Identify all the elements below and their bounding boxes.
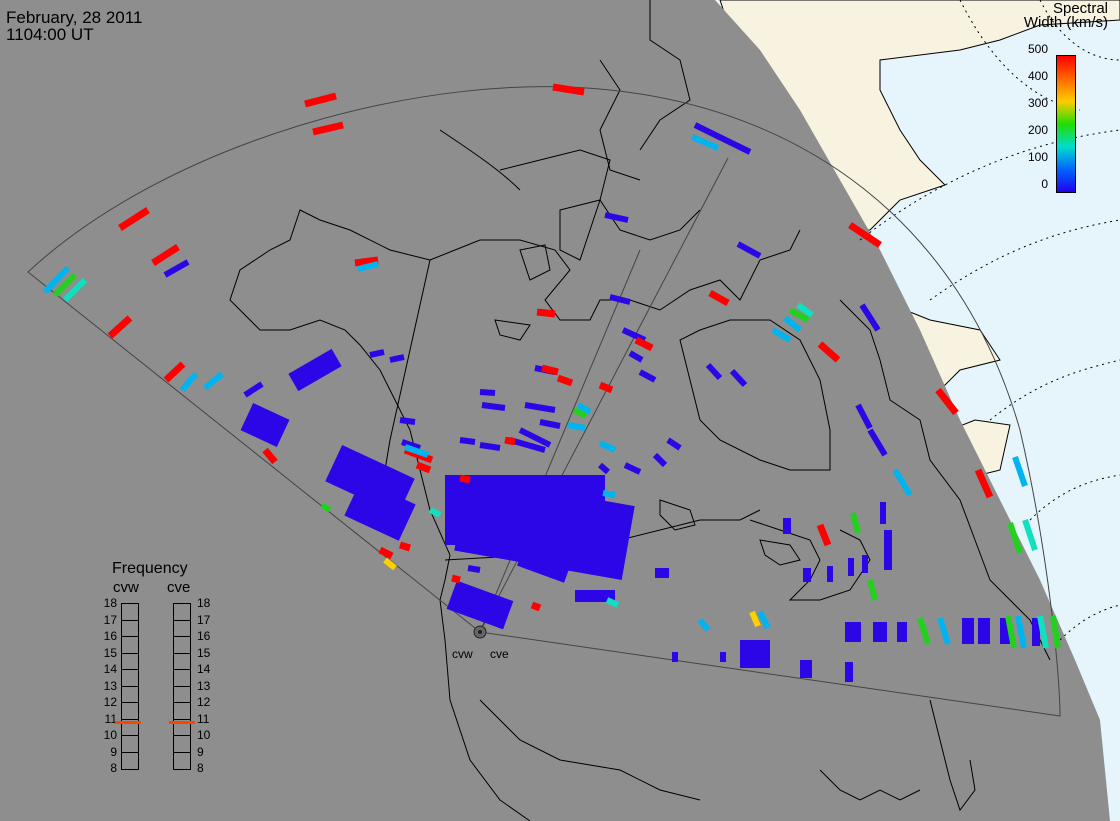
- frequency-ladder-rung: [173, 735, 190, 736]
- frequency-level-label: 17: [197, 612, 211, 627]
- frequency-ladder-rung: [173, 702, 190, 703]
- radar-label-west: cvw: [452, 647, 473, 661]
- scatter-segments-red: [107, 83, 994, 612]
- frequency-level-label: 15: [197, 645, 211, 660]
- frequency-level-label: 17: [103, 612, 117, 627]
- frequency-level-label: 14: [197, 662, 211, 676]
- frequency-ladder: [121, 603, 139, 770]
- colorbar-tick-label: 400: [1027, 69, 1048, 83]
- frequency-label-east: cve: [167, 579, 191, 596]
- colorbar-tick-label: 500: [1027, 42, 1048, 56]
- frequency-marker: [169, 720, 195, 724]
- frequency-ladder-rung: [121, 735, 138, 736]
- colorbar-title-line2: Width (km/s): [1023, 14, 1108, 31]
- frequency-level-label: 14: [103, 662, 117, 676]
- frequency-ladder-rung: [121, 718, 138, 720]
- scatter-cells-blue: [240, 348, 1040, 682]
- frequency-level-label: 13: [103, 678, 117, 693]
- frequency-ladder-rung: [173, 652, 190, 654]
- colorbar-tick-label: 100: [1027, 150, 1048, 164]
- colorbar-gradient: [1056, 55, 1076, 193]
- colorbar-title-line1: Spectral: [1052, 0, 1108, 17]
- frequency-level-label: 11: [104, 711, 117, 726]
- time-label: 1104:00 UT: [6, 25, 94, 44]
- colorbar: Spectral Width (km/s) 500 400 300 200 100 0: [1010, 0, 1120, 200]
- frequency-level-label: 13: [197, 678, 211, 693]
- frequency-level-label: 11: [197, 711, 210, 726]
- frequency-ladder-rung: [173, 718, 190, 720]
- frequency-level-label: 16: [103, 629, 117, 643]
- frequency-ladder-rung: [121, 619, 138, 621]
- date-label: February, 28 2011: [6, 8, 143, 27]
- frequency-ladder-rung: [121, 669, 138, 670]
- frequency-label-west: cvw: [113, 579, 139, 596]
- colorbar-tick-label: 0: [1041, 177, 1048, 191]
- frequency-level-label: 8: [197, 761, 204, 775]
- frequency-title: Frequency: [112, 560, 188, 577]
- frequency-level-label: 16: [197, 629, 211, 643]
- scatter-segments-cyan: [42, 134, 1028, 649]
- frequency-level-label: 15: [103, 645, 117, 660]
- frequency-level-label: 18: [103, 596, 117, 610]
- scatter-segments-blue: [163, 122, 888, 573]
- frequency-ladder-rung: [173, 619, 190, 621]
- frequency-ladder-rung: [173, 669, 190, 670]
- frequency-ladder-rung: [173, 685, 190, 687]
- frequency-ladder-rung: [121, 652, 138, 654]
- frequency-level-label: 8: [110, 761, 117, 775]
- frequency-panel: Frequency cvw cve 18 17 16 15 14 13 12 11 10 9 8 18…: [85, 560, 225, 785]
- frequency-ladder: [173, 603, 191, 770]
- frequency-level-label: 9: [197, 744, 204, 759]
- scatter-segments-teal: [62, 277, 1049, 649]
- frequency-ladder-rung: [173, 636, 190, 637]
- frequency-ladder-rung: [121, 636, 138, 637]
- frequency-ladder-rung: [173, 751, 190, 753]
- frequency-marker: [115, 720, 141, 724]
- scatter-segments-yellow: [383, 557, 761, 628]
- frequency-level-label: 18: [197, 596, 211, 610]
- colorbar-tick-label: 300: [1027, 96, 1048, 110]
- coastlines: [229, 0, 1051, 821]
- frequency-ladder-rung: [121, 751, 138, 753]
- radar-site-markers: cvw cve: [452, 625, 509, 661]
- radar-label-east: cve: [490, 647, 509, 661]
- frequency-level-label: 12: [197, 695, 211, 709]
- frequency-ladder-rung: [121, 702, 138, 703]
- frequency-level-label: 10: [197, 728, 211, 742]
- frequency-level-label: 10: [103, 728, 117, 742]
- scatter-segments-green: [52, 272, 1061, 649]
- frequency-level-label: 12: [103, 695, 117, 709]
- frequency-level-label: 9: [110, 744, 117, 759]
- frequency-ladder-rung: [121, 685, 138, 687]
- colorbar-tick-label: 200: [1027, 123, 1048, 137]
